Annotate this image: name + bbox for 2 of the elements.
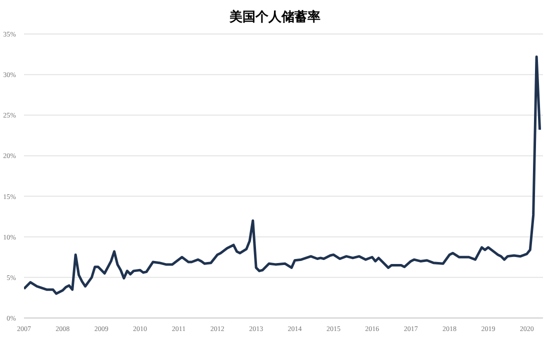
chart-title: 美国个人储蓄率 [228,8,322,26]
line-series [24,55,542,295]
